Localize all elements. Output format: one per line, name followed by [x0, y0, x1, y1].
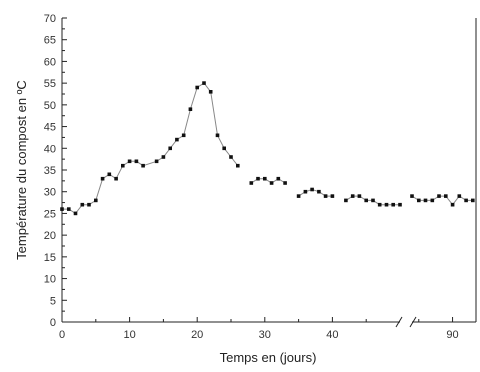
- data-point: [364, 198, 368, 203]
- x-axis-label: Temps en (jours): [220, 350, 317, 365]
- data-point: [344, 198, 348, 203]
- data-point: [371, 198, 375, 203]
- y-tick-label: 65: [44, 35, 56, 47]
- data-point: [464, 198, 468, 203]
- data-point: [168, 146, 172, 151]
- data-point: [127, 159, 132, 164]
- data-point: [181, 133, 186, 138]
- data-point: [215, 133, 220, 138]
- data-point: [256, 176, 260, 181]
- data-point: [471, 198, 475, 203]
- y-tick-label: 35: [44, 165, 56, 177]
- series-line: [411, 195, 473, 206]
- data-point: [391, 202, 395, 207]
- data-point: [263, 176, 267, 181]
- data-point: [377, 202, 382, 207]
- data-point: [417, 198, 421, 203]
- data-point: [161, 155, 166, 159]
- y-tick-label: 30: [44, 187, 56, 199]
- data-point: [317, 189, 321, 194]
- data-point: [330, 194, 335, 198]
- data-point: [350, 194, 355, 198]
- y-tick-label: 50: [44, 100, 56, 112]
- data-point: [121, 163, 125, 168]
- y-tick-label: 60: [44, 56, 56, 68]
- data-point: [67, 207, 71, 211]
- data-point: [100, 176, 105, 181]
- data-point: [94, 198, 98, 203]
- y-tick-label: 55: [44, 78, 56, 90]
- data-point: [450, 202, 455, 207]
- y-tick-label: 45: [44, 122, 56, 134]
- data-point: [430, 198, 435, 203]
- data-point: [444, 194, 448, 198]
- data-point: [236, 163, 240, 168]
- x-tick-label: 10: [123, 329, 135, 341]
- y-tick-label: 10: [44, 274, 56, 286]
- data-point: [249, 181, 254, 185]
- series-lines: [62, 82, 473, 215]
- y-tick-label: 15: [44, 252, 56, 264]
- data-point: [410, 194, 414, 198]
- x-tick-label: 30: [259, 329, 271, 341]
- data-point: [423, 198, 428, 203]
- data-point: [134, 159, 139, 164]
- axis-break-mark: [395, 316, 403, 328]
- y-tick-label: 40: [44, 143, 56, 155]
- data-point: [357, 194, 362, 198]
- chart-axes: 0 5 10 15 20 25 30 35 40 45 50 55 60 65 70 0 10 20 30 40 90: [44, 13, 477, 341]
- data-point: [222, 146, 226, 151]
- y-tick-label: 70: [44, 13, 56, 25]
- x-tick-label: 40: [326, 329, 338, 341]
- data-point: [296, 194, 301, 198]
- data-point: [87, 202, 91, 207]
- data-point: [195, 85, 199, 90]
- data-point: [114, 176, 118, 181]
- x-tick-label: 90: [446, 329, 458, 341]
- data-point: [73, 211, 78, 216]
- data-point: [437, 194, 441, 198]
- data-point: [384, 202, 389, 207]
- data-point: [457, 194, 462, 198]
- data-point: [303, 189, 308, 194]
- x-tick-label: 20: [191, 329, 203, 341]
- data-point: [154, 159, 159, 164]
- series-markers: [60, 81, 475, 216]
- data-point: [229, 155, 233, 159]
- y-tick-label: 0: [50, 317, 56, 329]
- data-point: [310, 187, 314, 192]
- data-point: [208, 90, 213, 94]
- data-point: [60, 207, 64, 211]
- data-point: [323, 194, 328, 198]
- y-tick-label: 20: [44, 230, 56, 242]
- data-point: [398, 202, 402, 207]
- y-tick-label: 5: [50, 295, 56, 307]
- x-tick-label: 0: [59, 329, 65, 341]
- data-point: [107, 172, 112, 177]
- data-point: [202, 81, 206, 85]
- series-line: [62, 82, 239, 215]
- data-point: [276, 176, 281, 181]
- axis-break-mark: [409, 316, 417, 328]
- data-point: [175, 137, 179, 142]
- data-point: [269, 181, 274, 185]
- data-point: [141, 163, 145, 168]
- data-point: [80, 202, 85, 207]
- y-tick-label: 25: [44, 208, 56, 220]
- y-axis-label: Température du compost en ºC: [14, 80, 29, 260]
- data-point: [283, 181, 287, 185]
- data-point: [188, 107, 193, 111]
